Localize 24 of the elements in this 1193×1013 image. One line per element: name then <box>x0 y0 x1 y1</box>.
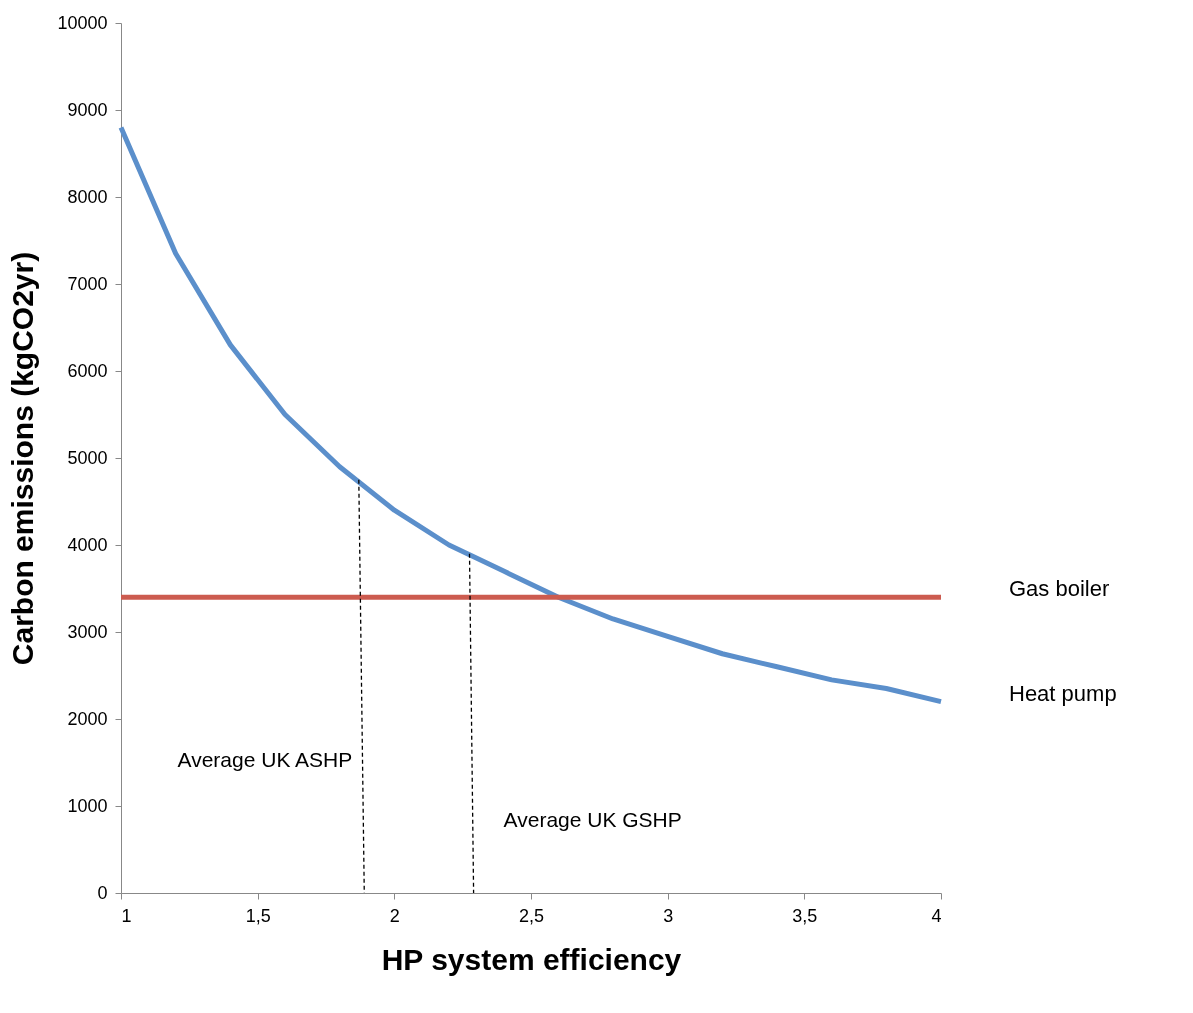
y-tick-label: 1000 <box>67 795 108 816</box>
x-tick-label: 2,5 <box>518 905 545 926</box>
x-tick-label: 4 <box>931 905 942 926</box>
y-tick-label: 9000 <box>67 99 108 120</box>
y-tick-label: 8000 <box>67 186 108 207</box>
x-tick-label: 1 <box>121 905 132 926</box>
x-tick-label: 2 <box>389 905 400 926</box>
y-tick-label: 6000 <box>67 360 108 381</box>
y-axis-title: Carbon emissions (kgCO2yr) <box>6 251 40 666</box>
x-tick-label: 3,5 <box>792 905 818 926</box>
x-axis-title: HP system efficiency <box>381 942 682 976</box>
y-tick-label: 0 <box>97 882 108 903</box>
y-tick-label: 4000 <box>67 534 108 555</box>
y-tick-label: 5000 <box>67 447 108 468</box>
x-tick-label: 1,5 <box>245 905 271 926</box>
y-tick-label: 7000 <box>67 273 108 294</box>
y-tick-label: 2000 <box>67 708 108 729</box>
y-tick-label: 10000 <box>57 12 108 33</box>
x-tick-label: 3 <box>663 905 674 926</box>
y-tick-label: 3000 <box>67 621 108 642</box>
text: Heat pump <box>1009 680 1117 706</box>
text: Gas boiler <box>1009 576 1110 602</box>
annotation: Average UK GSHP <box>503 808 682 831</box>
annotation: Average UK ASHP <box>177 748 353 771</box>
